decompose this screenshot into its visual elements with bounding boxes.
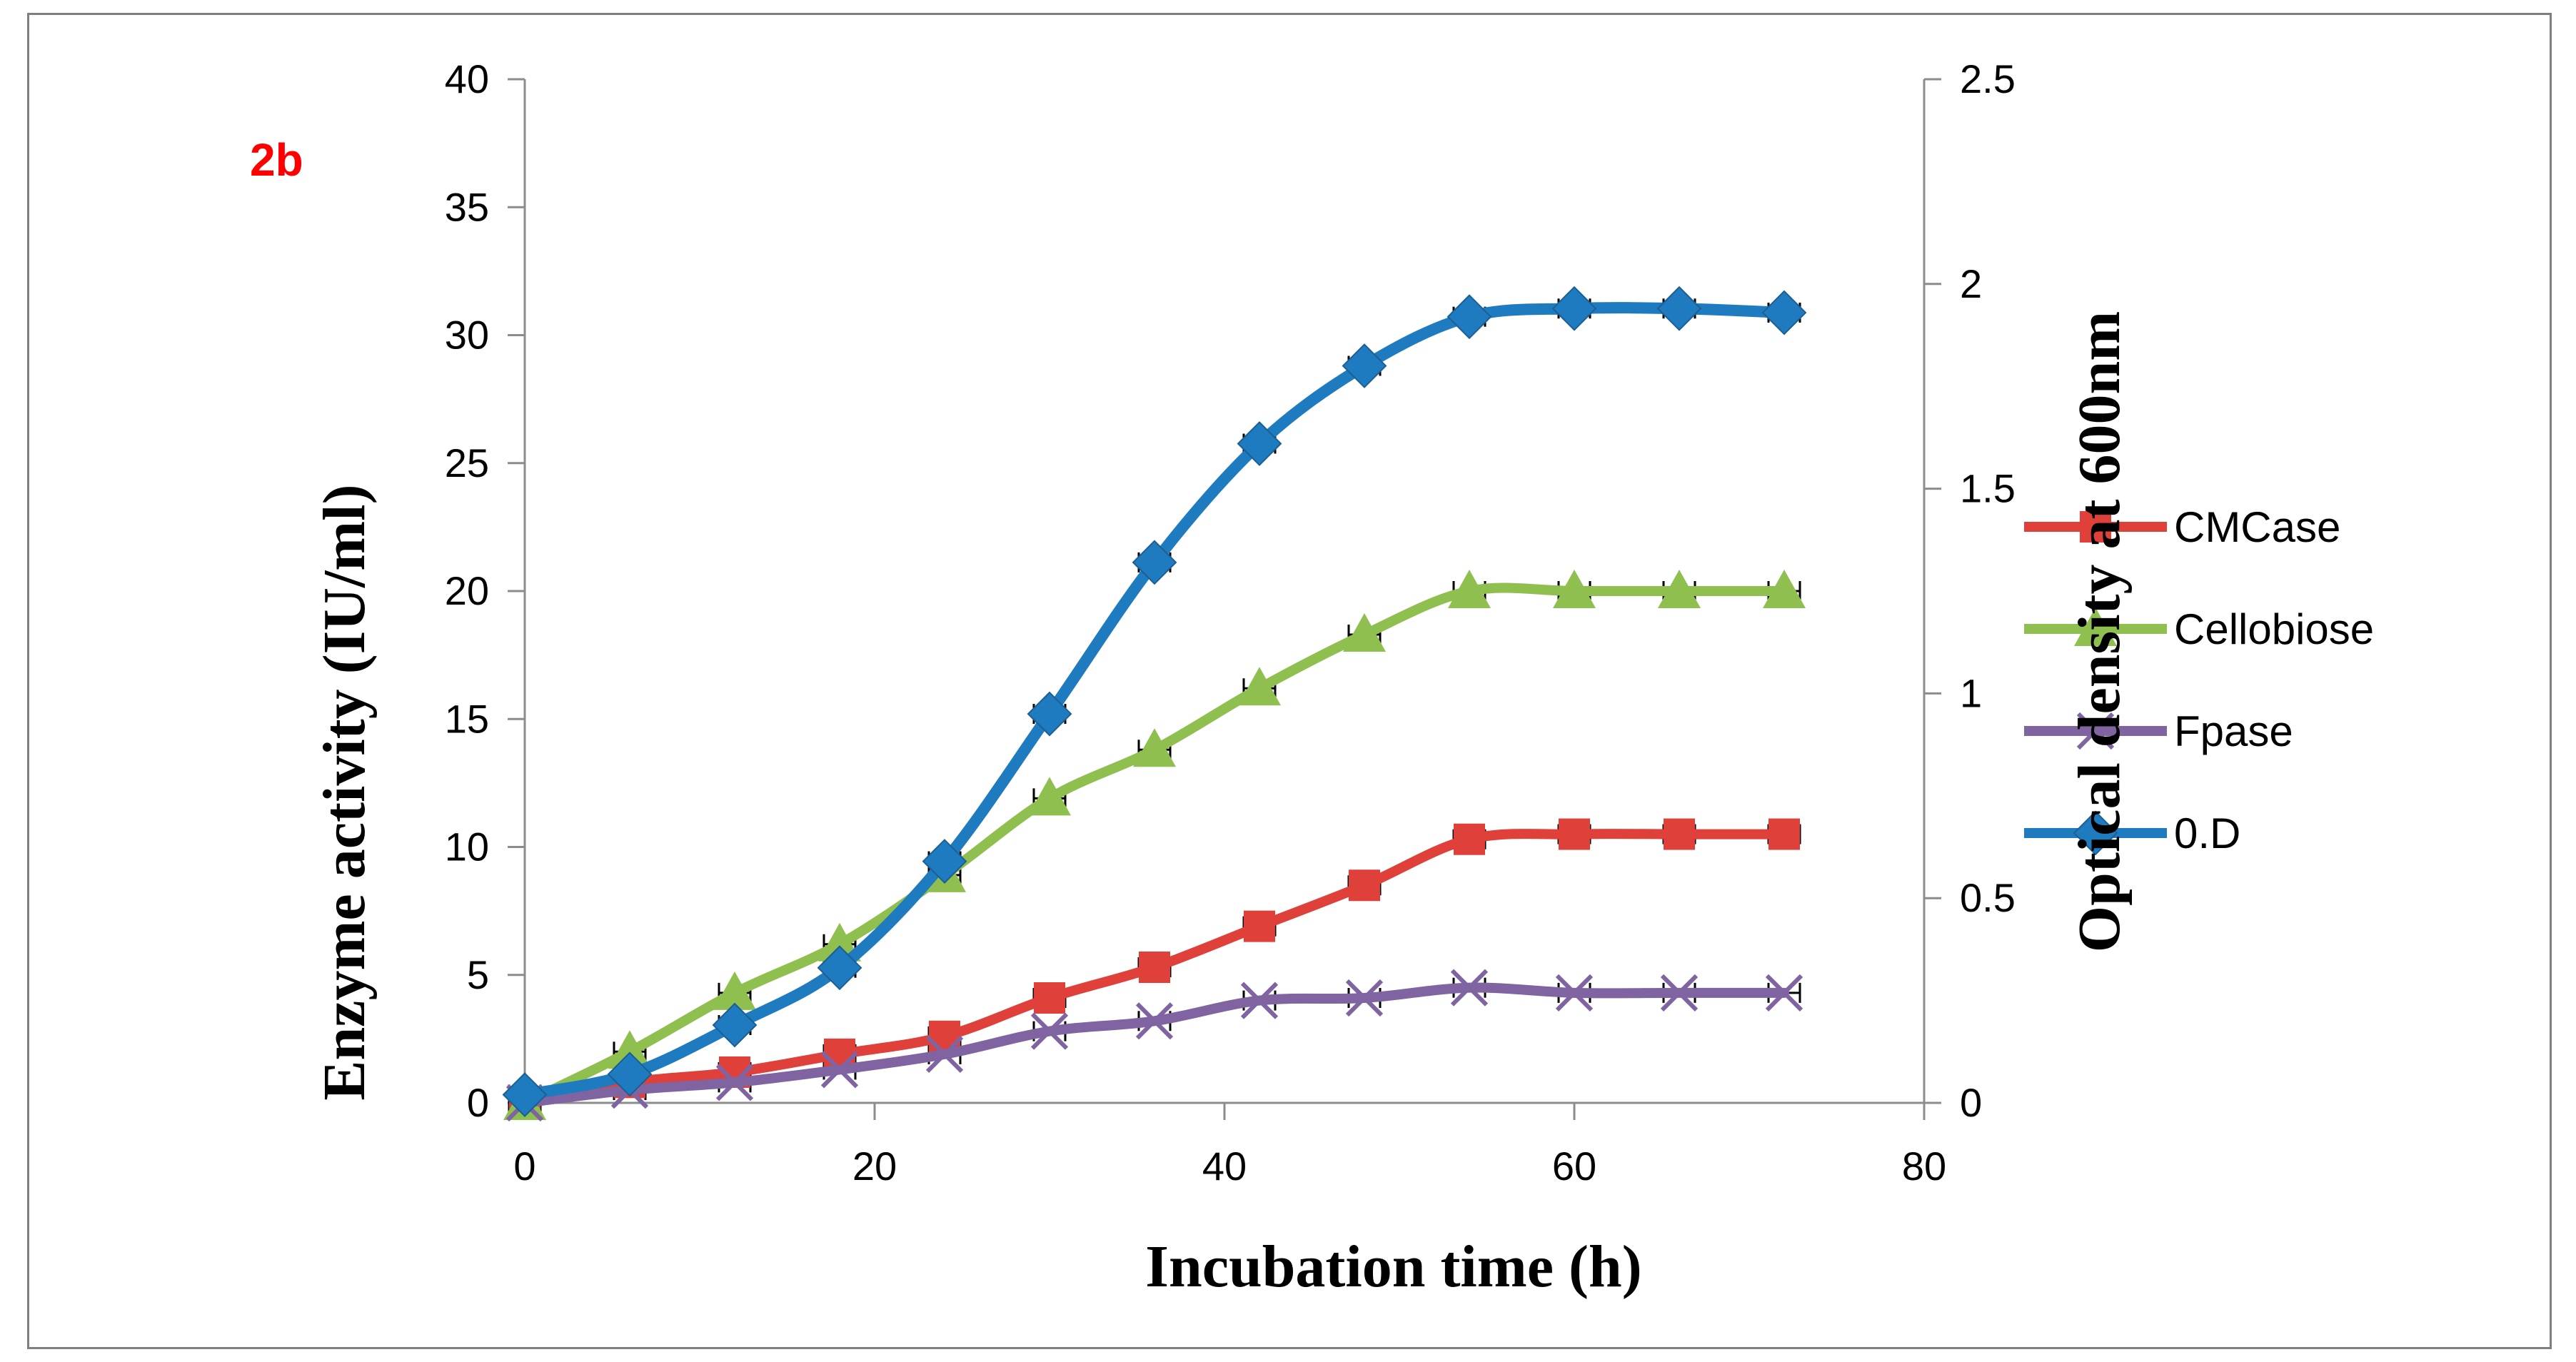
- data-point-fpase: [925, 1035, 964, 1074]
- x-tick-label: 80: [1902, 1144, 1946, 1189]
- y-tick-label: 5: [467, 952, 489, 997]
- data-point-fpase: [1240, 982, 1279, 1019]
- data-point-cellobiose: [1028, 777, 1071, 816]
- data-point-0-d: [712, 1002, 758, 1048]
- data-point-fpase: [1135, 1002, 1174, 1040]
- series-fpase: [505, 969, 1803, 1122]
- data-point-fpase: [820, 1051, 859, 1089]
- series-cmcase: [509, 818, 1800, 1119]
- y-tick-label: 15: [445, 696, 489, 741]
- data-point-cellobiose: [1133, 728, 1176, 767]
- y-tick-label: 0: [467, 1080, 489, 1125]
- y2-tick-label: 0: [1960, 1080, 1982, 1125]
- data-point-fpase: [1450, 969, 1489, 1007]
- y2-tick-label: 2.5: [1960, 56, 2016, 101]
- data-point-0-d: [1237, 421, 1282, 466]
- x-tick-label: 20: [852, 1144, 897, 1189]
- data-point-cellobiose: [713, 971, 756, 1010]
- panel-label: 2b: [250, 134, 303, 186]
- data-point-0-d: [1342, 343, 1387, 388]
- data-point-cellobiose: [1553, 570, 1596, 608]
- data-point-0-d: [1132, 540, 1177, 585]
- data-point-0-d: [1551, 286, 1597, 331]
- x-axis-title: Incubation time (h): [1145, 1234, 1641, 1300]
- legend-marker: [2080, 511, 2111, 543]
- y-axis-title: Enzyme activity (IU/ml): [311, 484, 378, 1100]
- y-tick-label: 20: [445, 568, 489, 613]
- x-tick-label: 60: [1552, 1144, 1596, 1189]
- series-layer: [502, 286, 1807, 1122]
- data-point-cmcase: [1244, 910, 1275, 942]
- data-point-cellobiose: [608, 1030, 651, 1069]
- data-point-cmcase: [1454, 823, 1485, 855]
- legend-item-cmcase: CMCase: [2024, 503, 2340, 551]
- data-point-fpase: [715, 1064, 754, 1101]
- legend-item-cellobiose: Cellobiose: [2024, 605, 2374, 653]
- data-point-cellobiose: [1448, 570, 1491, 608]
- data-point-cellobiose: [1238, 667, 1281, 706]
- data-point-fpase: [1030, 1012, 1069, 1050]
- data-point-cmcase: [1034, 982, 1065, 1014]
- x-tick-label: 0: [513, 1144, 535, 1189]
- y2-axis-title: Optical density at 600nm: [2066, 311, 2133, 952]
- legend-item-fpase: Fpase: [2024, 707, 2293, 755]
- data-point-0-d: [1027, 691, 1072, 737]
- y-tick-label: 40: [445, 56, 489, 101]
- axis-ticks: 0 5 10 15 20 25 30 35 40 0 0.5 1 1.5 2 2.5 0 20 40 60 80: [445, 56, 2016, 1189]
- legend-label: CMCase: [2174, 503, 2340, 551]
- y2-tick-label: 1: [1960, 670, 1982, 715]
- data-point-0-d: [502, 1072, 548, 1117]
- data-point-fpase: [1660, 974, 1699, 1012]
- series-cellobiose: [503, 570, 1806, 1120]
- data-point-cmcase: [1559, 818, 1590, 850]
- data-point-0-d: [922, 839, 967, 884]
- data-point-0-d: [1447, 294, 1492, 340]
- data-point-0-d: [1656, 286, 1702, 331]
- y2-tick-label: 1.5: [1960, 466, 2016, 511]
- y-tick-label: 25: [445, 440, 489, 485]
- data-point-cmcase: [1769, 818, 1800, 850]
- y2-tick-label: 0.5: [1960, 875, 2016, 920]
- y-tick-label: 35: [445, 184, 489, 229]
- legend-marker: [2076, 712, 2115, 750]
- data-point-fpase: [1345, 979, 1384, 1017]
- data-point-fpase: [1555, 974, 1594, 1012]
- legend-item-0-d: 0.D: [2024, 809, 2240, 857]
- legend: CMCase Cellobiose Fpase 0.D: [2024, 503, 2374, 857]
- data-point-cellobiose: [1343, 612, 1386, 652]
- data-point-cellobiose: [1658, 570, 1701, 608]
- data-point-0-d: [607, 1051, 653, 1097]
- x-tick-label: 40: [1202, 1144, 1247, 1189]
- data-point-0-d: [1761, 290, 1807, 336]
- y-tick-label: 30: [445, 313, 489, 358]
- legend-marker: [2074, 607, 2117, 646]
- y2-tick-label: 2: [1960, 261, 1982, 306]
- data-point-fpase: [1765, 974, 1803, 1012]
- data-point-0-d: [817, 945, 862, 991]
- series-0-d: [502, 286, 1807, 1117]
- chart-frame: [27, 13, 2552, 1349]
- data-point-cmcase: [1139, 951, 1170, 983]
- data-point-cmcase: [1664, 818, 1695, 850]
- legend-label: Cellobiose: [2174, 605, 2374, 653]
- legend-label: 0.D: [2174, 809, 2240, 857]
- legend-marker: [2073, 810, 2118, 856]
- legend-label: Fpase: [2174, 707, 2293, 755]
- data-point-cmcase: [1349, 869, 1380, 902]
- y-tick-label: 10: [445, 824, 489, 869]
- data-point-cellobiose: [1763, 570, 1806, 608]
